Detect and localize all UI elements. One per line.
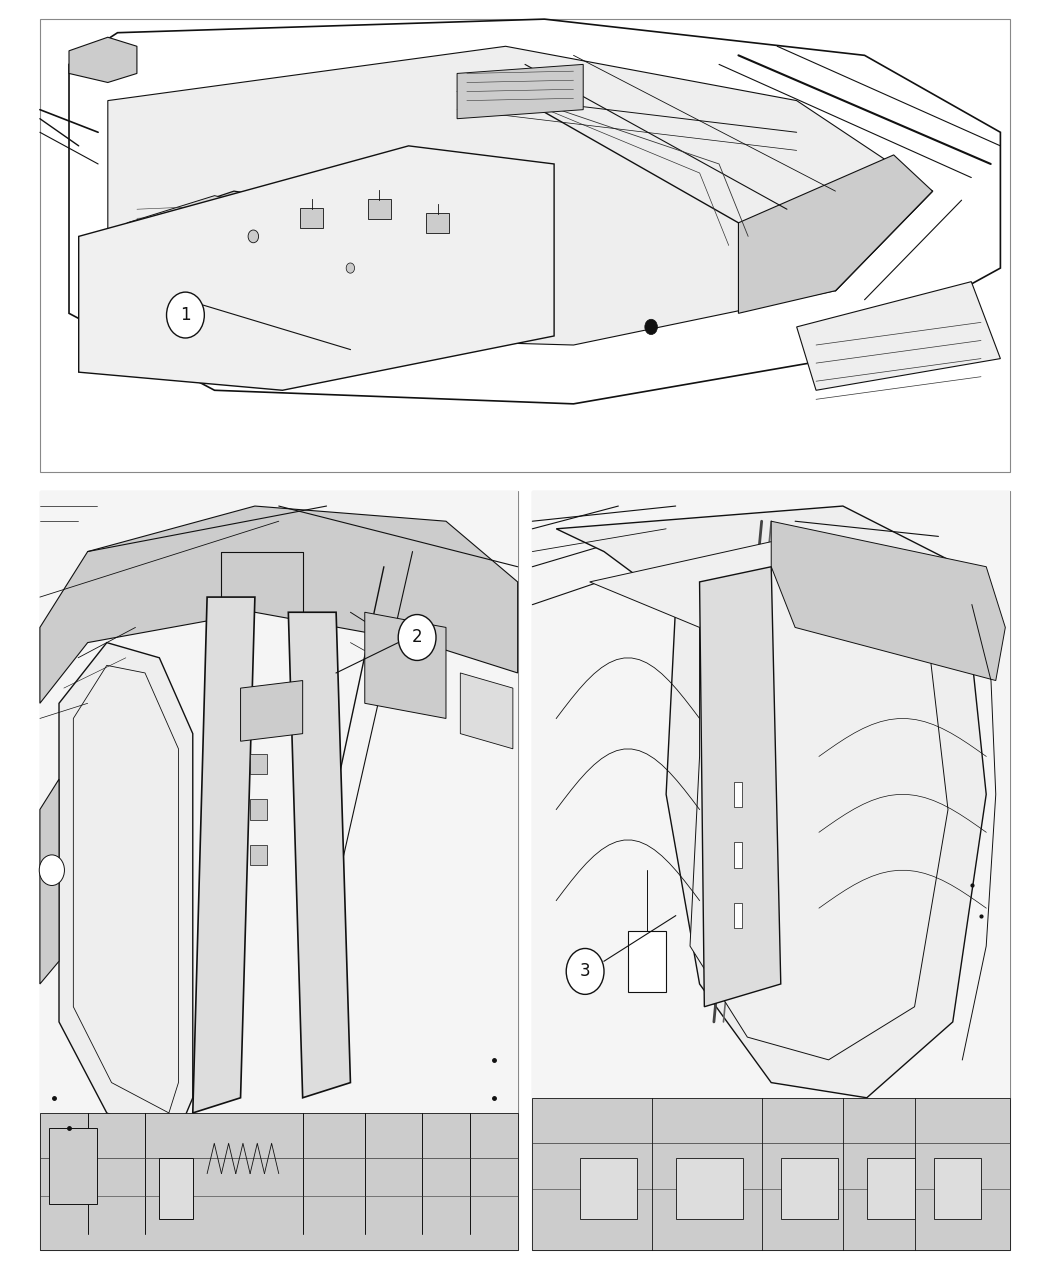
Bar <box>580 1159 637 1219</box>
Circle shape <box>346 263 355 273</box>
Circle shape <box>645 319 657 334</box>
FancyBboxPatch shape <box>300 208 323 228</box>
Polygon shape <box>590 537 948 1060</box>
Polygon shape <box>59 643 193 1144</box>
Polygon shape <box>699 566 781 1007</box>
Polygon shape <box>240 681 302 741</box>
Polygon shape <box>40 779 59 984</box>
Bar <box>250 845 267 866</box>
Polygon shape <box>771 521 1005 681</box>
Polygon shape <box>556 506 986 1098</box>
Bar <box>40 19 1010 472</box>
Polygon shape <box>79 145 554 390</box>
Bar <box>933 1159 982 1219</box>
Bar <box>867 1159 915 1219</box>
Polygon shape <box>69 19 1001 404</box>
Polygon shape <box>797 282 1001 390</box>
Polygon shape <box>532 491 1010 1250</box>
FancyBboxPatch shape <box>426 213 449 233</box>
Circle shape <box>566 949 604 995</box>
Polygon shape <box>40 506 518 704</box>
FancyBboxPatch shape <box>368 199 391 219</box>
Polygon shape <box>364 612 446 719</box>
Polygon shape <box>289 612 351 1098</box>
Bar <box>781 1159 838 1219</box>
Polygon shape <box>40 491 518 1250</box>
Bar <box>734 782 742 807</box>
Bar <box>676 1159 742 1219</box>
Polygon shape <box>628 931 666 992</box>
Polygon shape <box>460 673 512 748</box>
Polygon shape <box>98 191 292 282</box>
Bar <box>532 491 1010 1250</box>
Text: 2: 2 <box>412 629 422 646</box>
Polygon shape <box>127 195 253 268</box>
Polygon shape <box>108 46 932 346</box>
Bar <box>734 843 742 868</box>
Polygon shape <box>40 1113 518 1250</box>
Bar <box>40 491 518 1250</box>
Polygon shape <box>160 1159 193 1219</box>
Polygon shape <box>49 1128 98 1204</box>
Polygon shape <box>457 65 583 119</box>
Text: 1: 1 <box>181 306 191 324</box>
Circle shape <box>39 854 64 885</box>
Bar <box>734 903 742 928</box>
Bar <box>250 754 267 774</box>
Polygon shape <box>193 597 255 1113</box>
Circle shape <box>248 230 258 242</box>
Polygon shape <box>532 1098 1010 1250</box>
Polygon shape <box>738 156 932 314</box>
Circle shape <box>398 615 436 660</box>
Polygon shape <box>69 37 136 83</box>
Circle shape <box>167 292 205 338</box>
Bar <box>250 799 267 820</box>
Text: 3: 3 <box>580 963 590 980</box>
